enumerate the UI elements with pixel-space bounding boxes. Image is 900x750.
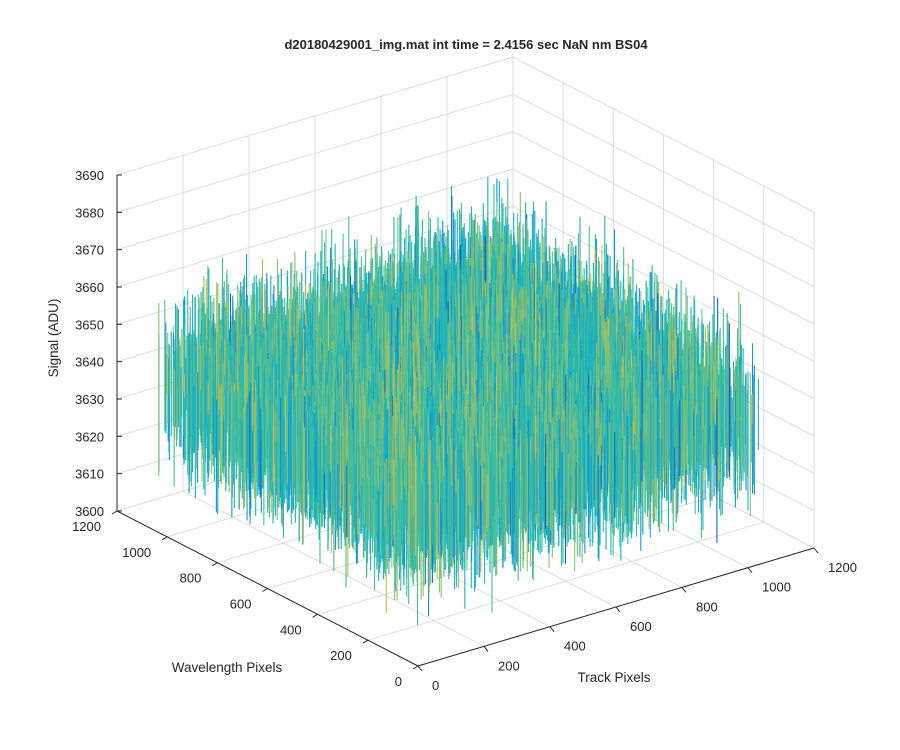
- surface-mesh: [158, 177, 759, 625]
- sidewall-hgrid: [512, 243, 815, 400]
- sidewall-hgrid: [512, 93, 815, 250]
- backwall-hgrid: [116, 168, 514, 288]
- backwall-hgrid: [116, 131, 514, 251]
- floor-gridline-y: [367, 521, 764, 641]
- backwall-hgrid: [116, 93, 514, 213]
- sidewall-hgrid: [512, 131, 815, 288]
- surface-layer: [158, 177, 759, 625]
- backwall-hgrid: [116, 56, 514, 176]
- sidewall-hgrid: [512, 168, 815, 325]
- sidewall-hgrid: [512, 205, 815, 362]
- sidewall-hgrid: [512, 56, 815, 213]
